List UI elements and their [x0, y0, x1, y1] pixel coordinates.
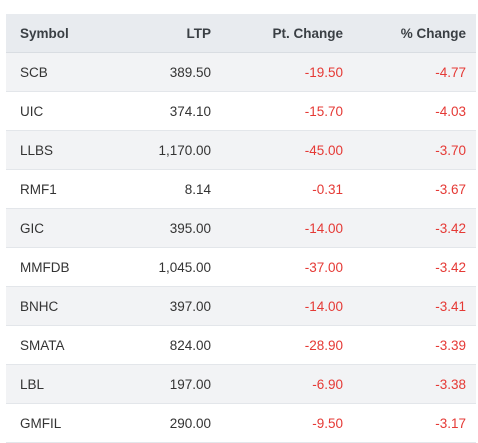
table-row[interactable]: LBL 197.00 -6.90 -3.38 — [6, 365, 476, 404]
table-header-row: Symbol LTP Pt. Change % Change — [6, 14, 476, 53]
cell-pct-change: -3.42 — [435, 259, 466, 275]
cell-ltp: 1,170.00 — [158, 142, 211, 158]
cell-symbol[interactable]: LLBS — [20, 142, 54, 158]
cell-ltp: 824.00 — [169, 337, 211, 353]
cell-symbol[interactable]: RMF1 — [20, 181, 57, 197]
cell-pct-change: -3.70 — [435, 142, 466, 158]
cell-pt-change: -0.31 — [312, 181, 343, 197]
header-ltp[interactable]: LTP — [186, 25, 212, 41]
cell-pct-change: -3.39 — [435, 337, 466, 353]
cell-pct-change: -3.38 — [435, 376, 466, 392]
cell-pct-change: -3.17 — [435, 415, 466, 431]
cell-ltp: 8.14 — [184, 181, 211, 197]
cell-ltp: 1,045.00 — [158, 259, 211, 275]
cell-pt-change: -45.00 — [304, 142, 343, 158]
cell-ltp: 389.50 — [169, 64, 211, 80]
cell-ltp: 374.10 — [169, 103, 211, 119]
cell-ltp: 197.00 — [169, 376, 211, 392]
table-row[interactable]: RMF1 8.14 -0.31 -3.67 — [6, 170, 476, 209]
cell-pt-change: -19.50 — [304, 64, 343, 80]
header-symbol[interactable]: Symbol — [20, 25, 69, 41]
cell-pt-change: -14.00 — [304, 298, 343, 314]
cell-symbol[interactable]: UIC — [20, 103, 44, 119]
header-pct-change[interactable]: % Change — [400, 25, 466, 41]
table-body: SCB 389.50 -19.50 -4.77 UIC 374.10 -15.70 -4.03… — [6, 53, 476, 443]
cell-pt-change: -14.00 — [304, 220, 343, 236]
cell-pt-change: -15.70 — [304, 103, 343, 119]
cell-pct-change: -4.03 — [435, 103, 466, 119]
table-row[interactable]: GMFIL 290.00 -9.50 -3.17 — [6, 404, 476, 443]
cell-ltp: 395.00 — [169, 220, 211, 236]
table-row[interactable]: SMATA 824.00 -28.90 -3.39 — [6, 326, 476, 365]
cell-symbol[interactable]: MMFDB — [20, 259, 70, 275]
cell-ltp: 397.00 — [169, 298, 211, 314]
cell-pt-change: -28.90 — [304, 337, 343, 353]
top-losers-table: Symbol LTP Pt. Change % Change SCB 389.50… — [6, 14, 476, 443]
table-row[interactable]: BNHC 397.00 -14.00 -3.41 — [6, 287, 476, 326]
table-row[interactable]: SCB 389.50 -19.50 -4.77 — [6, 53, 476, 92]
cell-symbol[interactable]: GMFIL — [20, 415, 62, 431]
cell-pct-change: -3.42 — [435, 220, 466, 236]
cell-symbol[interactable]: SCB — [20, 64, 48, 80]
cell-ltp: 290.00 — [169, 415, 211, 431]
cell-symbol[interactable]: SMATA — [20, 337, 65, 353]
cell-symbol[interactable]: BNHC — [20, 298, 59, 314]
cell-pct-change: -3.67 — [435, 181, 466, 197]
cell-pt-change: -37.00 — [304, 259, 343, 275]
cell-pt-change: -9.50 — [312, 415, 343, 431]
table-row[interactable]: GIC 395.00 -14.00 -3.42 — [6, 209, 476, 248]
table-row[interactable]: UIC 374.10 -15.70 -4.03 — [6, 92, 476, 131]
header-pt-change[interactable]: Pt. Change — [272, 25, 343, 41]
cell-symbol[interactable]: GIC — [20, 220, 45, 236]
cell-symbol[interactable]: LBL — [20, 376, 45, 392]
cell-pt-change: -6.90 — [312, 376, 343, 392]
cell-pct-change: -3.41 — [435, 298, 466, 314]
cell-pct-change: -4.77 — [435, 64, 466, 80]
table-row[interactable]: MMFDB 1,045.00 -37.00 -3.42 — [6, 248, 476, 287]
table-row[interactable]: LLBS 1,170.00 -45.00 -3.70 — [6, 131, 476, 170]
